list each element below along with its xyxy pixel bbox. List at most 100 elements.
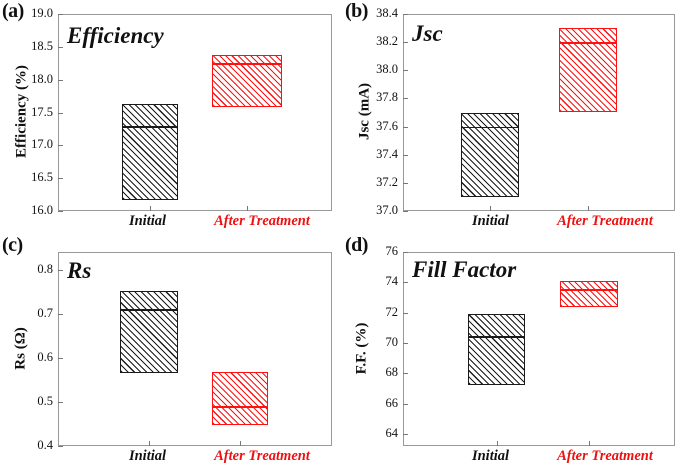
median-line [559,42,617,44]
y-tick-label: 37.4 [376,146,398,161]
panel-b-tag: (b) [345,0,368,22]
panel-b-cat-after: After Treatment [557,213,653,229]
y-tick-label: 72 [385,304,399,319]
panel-c: (c) Rs (Ω) Rs 0.8 0.7 0.6 0.5 0.4 Initial Af… [0,234,342,468]
y-tick-mark [403,373,408,375]
y-tick-mark [403,98,408,100]
panel-c-cat-after: After Treatment [214,448,310,464]
box-after-treatment [559,28,617,113]
panel-b-title: Jsc [412,21,443,46]
panel-c-title: Rs [67,258,92,283]
y-tick-label: 38.4 [376,6,398,20]
y-tick-label: 37.6 [376,118,398,133]
panel-a-tag: (a) [2,0,24,22]
y-tick-mark [58,46,63,48]
panel-c-cat-initial: Initial [128,448,167,464]
y-tick-mark [58,178,63,180]
y-tick-mark [403,433,408,435]
panel-c-plot-area: Rs [58,252,332,446]
y-tick-mark [403,154,408,156]
y-tick-mark [58,211,63,212]
y-tick-mark [58,401,63,403]
median-line [212,63,282,65]
y-tick-label: 76 [385,244,399,258]
y-tick-mark [58,446,63,447]
y-tick-label: 16.5 [31,170,53,185]
y-tick-mark [58,14,63,15]
y-tick-label: 70 [385,334,399,349]
y-tick-label: 38.0 [376,62,398,77]
y-tick-mark [403,182,408,184]
x-tick-mark [149,441,150,446]
panel-a-plot-area: Efficiency [58,14,332,211]
panel-d-tag: (d) [345,234,368,256]
panel-a-title: Efficiency [67,23,164,48]
x-tick-mark [240,441,241,446]
y-tick-label: 17.0 [31,137,53,152]
panel-b-plot-area: Jsc [403,14,675,211]
panel-d-plot-area: Fill Factor [403,252,675,446]
median-line [468,336,525,338]
y-tick-mark [58,313,63,315]
y-tick-mark [403,42,408,44]
median-line [212,406,268,408]
box-after-treatment [212,371,268,425]
box-initial [122,103,178,200]
y-tick-mark [403,211,408,212]
y-tick-label: 68 [385,365,399,380]
y-tick-mark [403,70,408,72]
panel-b-ylabel: Jsc (mA) [356,82,373,141]
x-tick-mark [496,441,498,446]
panel-d: (d) F.F. (%) Fill Factor 76 74 72 70 68 66 64 … [343,234,685,468]
y-tick-label: 37.8 [376,90,398,105]
y-tick-label: 19.0 [31,6,53,20]
y-tick-label: 0.6 [37,349,53,364]
panel-a: (a) Efficiency (%) Efficiency 19.0 18.5 18… [0,0,342,234]
y-tick-mark [58,269,63,271]
y-tick-mark [403,342,408,344]
box-initial [120,290,178,374]
y-tick-label: 37.2 [376,174,398,189]
y-tick-label: 0.4 [37,438,53,452]
panel-a-cat-after: After Treatment [214,213,310,229]
panel-d-title: Fill Factor [412,257,517,282]
x-tick-mark [150,206,151,211]
x-tick-mark [589,441,590,446]
y-tick-label: 0.8 [37,261,53,276]
panel-b: (b) Jsc (mA) Jsc 38.4 38.2 38.0 37.8 37.6 37.… [343,0,685,234]
y-tick-mark [403,126,408,128]
y-tick-label: 66 [385,395,399,410]
y-tick-mark [58,79,63,81]
x-tick-mark [588,206,589,211]
y-tick-label: 38.2 [376,34,398,49]
median-line [122,126,178,128]
y-tick-label: 18.5 [31,38,53,53]
y-tick-mark [58,112,63,114]
box-initial [461,112,519,197]
panel-d-cat-initial: Initial [471,448,510,464]
x-tick-mark [247,206,248,211]
y-tick-mark [58,145,63,147]
panel-b-cat-initial: Initial [471,213,510,229]
panel-d-cat-after: After Treatment [557,448,653,464]
y-tick-label: 37.0 [376,203,398,217]
y-tick-mark [58,357,63,359]
y-tick-mark [403,312,408,314]
x-tick-mark [490,206,491,211]
median-line [120,309,178,311]
median-line [461,126,519,129]
y-tick-label: 0.5 [37,393,53,408]
y-tick-label: 18.0 [31,71,53,86]
y-tick-mark [403,14,408,15]
y-tick-mark [403,282,408,284]
y-tick-label: 16.0 [31,203,53,217]
panel-c-tag: (c) [2,234,23,256]
panel-a-cat-initial: Initial [128,213,167,229]
y-tick-label: 64 [385,425,399,440]
box-after-treatment [560,280,618,307]
y-tick-mark [403,252,408,253]
y-tick-label: 0.7 [37,305,53,320]
median-line [560,289,618,291]
y-tick-label: 74 [385,274,399,289]
